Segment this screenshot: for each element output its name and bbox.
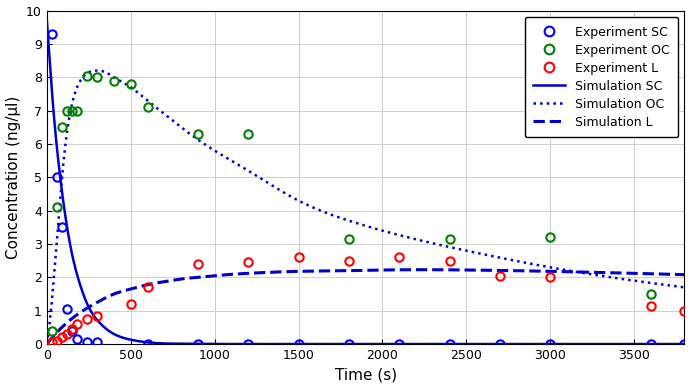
Y-axis label: Concentration (ng/μl): Concentration (ng/μl): [6, 96, 21, 259]
Legend: Experiment SC, Experiment OC, Experiment L, Simulation SC, Simulation OC, Simula: Experiment SC, Experiment OC, Experiment…: [524, 17, 678, 137]
X-axis label: Time (s): Time (s): [335, 367, 397, 383]
